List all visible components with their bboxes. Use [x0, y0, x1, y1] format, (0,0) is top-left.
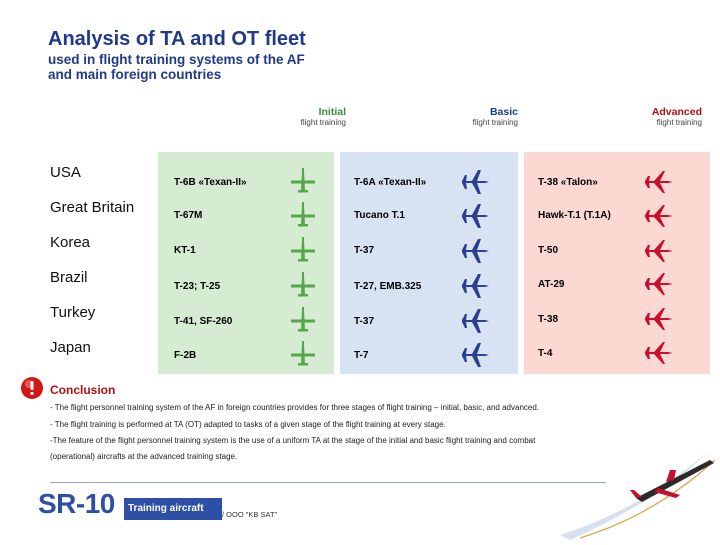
conclusion-line-4: (operational) aircrafts at the advanced … — [50, 452, 238, 461]
initial-aircraft-japan: F-2B — [174, 350, 197, 361]
stage-header-advanced: Advanced flight training — [604, 106, 702, 127]
conclusion-line-2: - The flight training is performed at TA… — [50, 420, 446, 429]
advanced-column-bg — [524, 152, 710, 374]
advanced-aircraft-turkey: T-38 — [538, 314, 559, 325]
advanced-aircraft-usa: T-38 «Talon» — [538, 177, 598, 188]
propeller-plane-icon — [288, 340, 318, 370]
initial-aircraft-usa: T-6B «Texan-II» — [174, 177, 247, 188]
stage-basic-label: Basic — [489, 106, 518, 118]
subtitle-line-1: used in flight training systems of the A… — [48, 52, 305, 67]
basic-aircraft-korea: T-37 — [354, 245, 375, 256]
trainer-jet-icon — [460, 201, 490, 231]
country-great-britain: Great Britain — [50, 199, 135, 216]
advanced-aircraft-korea: T-50 — [538, 245, 559, 256]
conclusion-title: Conclusion — [50, 383, 116, 397]
trainer-jet-icon — [460, 271, 490, 301]
initial-aircraft-turkey: T-41, SF-260 — [174, 316, 233, 327]
fighter-jet-icon — [644, 167, 674, 197]
trainer-jet-icon — [460, 236, 490, 266]
basic-column-bg — [340, 152, 518, 374]
propeller-plane-icon — [288, 271, 318, 301]
basic-aircraft-turkey: T-37 — [354, 316, 375, 327]
country-turkey: Turkey — [50, 304, 96, 321]
conclusion-line-3: -The feature of the flight personnel tra… — [50, 436, 536, 445]
subtitle-line-2: and main foreign countries — [48, 67, 222, 82]
propeller-plane-icon — [288, 201, 318, 231]
stage-advanced-label: Advanced — [651, 106, 702, 118]
country-brazil: Brazil — [50, 269, 88, 286]
fighter-jet-icon — [644, 338, 674, 368]
stage-initial-label: Initial — [318, 106, 346, 118]
propeller-plane-icon — [288, 167, 318, 197]
stage-basic-sub: flight training — [472, 118, 518, 127]
advanced-aircraft-japan: T-4 — [538, 348, 553, 359]
page-title: Analysis of TA and OT fleet — [48, 28, 306, 50]
stage-initial-sub: flight training — [300, 118, 346, 127]
advanced-aircraft-brazil: AT-29 — [538, 279, 565, 290]
basic-aircraft-usa: T-6A «Texan-II» — [354, 177, 427, 188]
country-japan: Japan — [50, 339, 91, 356]
page-subtitle: used in flight training systems of the A… — [48, 52, 305, 82]
stage-header-initial: Initial flight training — [250, 106, 346, 127]
propeller-plane-icon — [288, 236, 318, 266]
country-korea: Korea — [50, 234, 91, 251]
initial-aircraft-great-britain: T-67M — [174, 210, 203, 221]
advanced-aircraft-great-britain: Hawk-T.1 (T.1A) — [538, 210, 611, 221]
sr10-logo: SR-10 — [38, 488, 115, 519]
company-name: / OOO "KB SAT" — [222, 510, 278, 519]
basic-aircraft-brazil: T-27, EMB.325 — [354, 281, 422, 292]
fighter-jet-icon — [644, 201, 674, 231]
trainer-jet-icon — [460, 306, 490, 336]
basic-aircraft-japan: T-7 — [354, 350, 369, 361]
propeller-plane-icon — [288, 306, 318, 336]
fighter-jet-icon — [644, 236, 674, 266]
fighter-jet-icon — [644, 304, 674, 334]
trainer-jet-icon — [460, 167, 490, 197]
aircraft-illustration — [560, 440, 720, 540]
conclusion-line-1: - The flight personnel training system o… — [50, 403, 540, 412]
footer-divider — [50, 482, 606, 483]
exclamation-icon — [20, 376, 44, 400]
trainer-jet-icon — [460, 340, 490, 370]
stage-advanced-sub: flight training — [656, 118, 702, 127]
country-usa: USA — [50, 164, 81, 181]
fighter-jet-icon — [644, 269, 674, 299]
initial-aircraft-korea: KT-1 — [174, 245, 196, 256]
logo-subtitle: Training aircraft — [124, 498, 222, 520]
initial-aircraft-brazil: T-23; T-25 — [174, 281, 221, 292]
stage-header-basic: Basic flight training — [422, 106, 518, 127]
basic-aircraft-great-britain: Tucano T.1 — [354, 210, 405, 221]
